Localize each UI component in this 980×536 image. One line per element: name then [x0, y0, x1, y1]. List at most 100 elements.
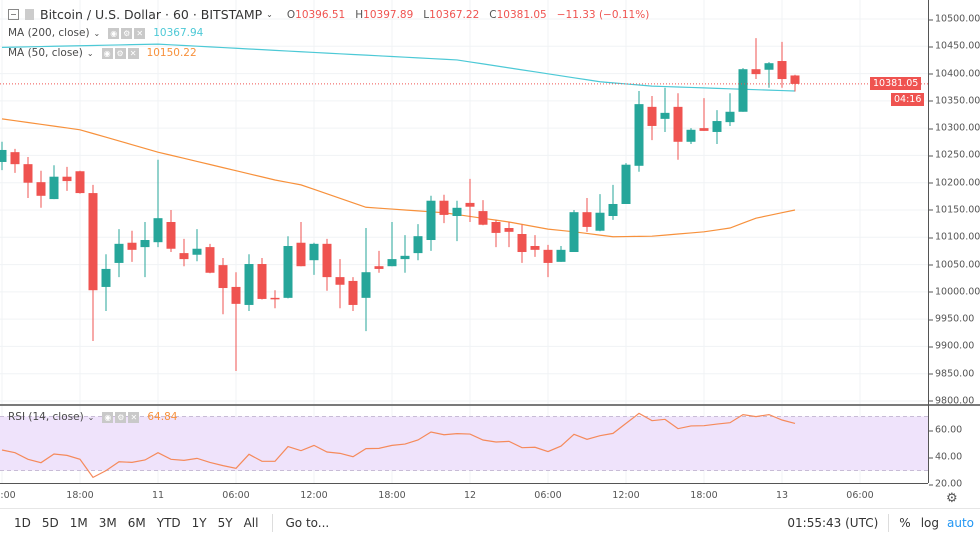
- price-tick-label: 9900.00: [928, 340, 975, 352]
- candle-down: [530, 246, 540, 250]
- range-ytd[interactable]: YTD: [156, 515, 181, 530]
- settings-icon[interactable]: ⚙: [115, 411, 127, 423]
- close-icon[interactable]: ✕: [134, 27, 146, 39]
- ma50-legend[interactable]: MA (50, close) ⌄ ◉ ⚙ ✕ 10150.22: [8, 47, 197, 59]
- time-tick-label: 12: [463, 490, 477, 501]
- ohlc-values: O10396.51 H10397.89 L10367.22 C10381.05 …: [286, 8, 650, 21]
- pane-separator[interactable]: [0, 404, 980, 406]
- candle-down: [36, 182, 46, 196]
- price-tick-label: 10250.00: [928, 149, 980, 161]
- collapse-icon[interactable]: [8, 9, 19, 20]
- auto-toggle[interactable]: auto: [946, 515, 974, 530]
- goto-button[interactable]: Go to...: [285, 515, 330, 530]
- close-icon[interactable]: ✕: [128, 411, 140, 423]
- settings-icon[interactable]: ⚙: [114, 47, 126, 59]
- candle-down: [75, 171, 85, 194]
- candle-down: [582, 212, 592, 227]
- candle-up: [569, 212, 579, 253]
- time-tick-label: 12:00: [300, 490, 328, 501]
- log-toggle[interactable]: log: [920, 515, 939, 530]
- candle-down: [543, 249, 553, 263]
- chevron-down-icon[interactable]: ⌄: [87, 412, 95, 422]
- candle-up: [426, 200, 436, 241]
- price-axis[interactable]: 10500.00 10450.00 10400.00 10350.00 10300.00…: [928, 0, 980, 490]
- candle-up: [413, 236, 423, 254]
- range-5y[interactable]: 5Y: [217, 515, 233, 530]
- percent-toggle[interactable]: %: [899, 515, 911, 530]
- settings-icon[interactable]: ⚙: [121, 27, 133, 39]
- ma200-value: 10367.94: [153, 27, 204, 39]
- candle-up: [387, 259, 397, 267]
- candle-up: [556, 249, 566, 262]
- ma50-value: 10150.22: [146, 47, 197, 59]
- candle-up: [621, 164, 631, 204]
- ma200-legend[interactable]: MA (200, close) ⌄ ◉ ⚙ ✕ 10367.94: [8, 27, 204, 39]
- candle-down: [166, 222, 176, 249]
- candle-down: [88, 193, 98, 291]
- ma50-line: [1, 118, 796, 238]
- price-tick-label: 10500.00: [928, 13, 980, 25]
- time-tick-label: 13: [775, 490, 789, 501]
- candle-up: [738, 69, 748, 112]
- price-tick-label: 9800.00: [928, 395, 975, 407]
- time-tick-label: 18:00: [690, 490, 718, 501]
- rsi-tick-label: 40.00: [928, 451, 963, 463]
- candle-up: [101, 268, 111, 287]
- candle-up: [192, 248, 202, 255]
- candle-down: [465, 202, 475, 207]
- chevron-down-icon[interactable]: ⌄: [93, 28, 101, 38]
- candle-up: [400, 255, 410, 260]
- rsi-line: [1, 412, 796, 479]
- candle-down: [179, 253, 189, 260]
- chevron-down-icon[interactable]: ⌄: [86, 48, 94, 58]
- candle-down: [231, 286, 241, 304]
- candle-up: [725, 111, 735, 123]
- candle-up: [686, 129, 696, 142]
- settings-gear-icon[interactable]: ⚙: [946, 491, 958, 506]
- candle-down: [127, 242, 137, 250]
- candle-down: [751, 69, 761, 75]
- price-tick-label: 10350.00: [928, 95, 980, 107]
- candle-down: [517, 234, 527, 253]
- candle-down: [673, 106, 683, 142]
- candle-up: [0, 149, 7, 162]
- candle-up: [361, 272, 371, 298]
- candle-down: [205, 247, 215, 273]
- price-tick-label: 10200.00: [928, 177, 980, 189]
- candle-up: [114, 243, 124, 263]
- eye-icon[interactable]: ◉: [108, 27, 120, 39]
- close-icon[interactable]: ✕: [127, 47, 139, 59]
- bottom-toolbar: 1D 5D 1M 3M 6M YTD 1Y 5Y All Go to... 01:55:43 (…: [0, 508, 980, 536]
- candle-down: [439, 200, 449, 215]
- symbol-legend: Bitcoin / U.S. Dollar · 60 · BITSTAMP ⌄ …: [8, 7, 649, 22]
- range-1m[interactable]: 1M: [69, 515, 88, 530]
- price-chart[interactable]: [0, 0, 928, 404]
- range-1y[interactable]: 1Y: [191, 515, 207, 530]
- symbol-title[interactable]: Bitcoin / U.S. Dollar · 60 · BITSTAMP: [40, 7, 263, 22]
- candle-down: [23, 164, 33, 183]
- price-tick-label: 10000.00: [928, 286, 980, 298]
- candle-down: [348, 280, 358, 305]
- range-6m[interactable]: 6M: [127, 515, 146, 530]
- price-tick-label: 10100.00: [928, 231, 980, 243]
- rsi-pane[interactable]: [0, 406, 928, 483]
- candle-down: [777, 61, 787, 80]
- candle-down: [62, 176, 72, 182]
- countdown-label: 04:16: [891, 93, 925, 106]
- eye-icon[interactable]: ◉: [101, 47, 113, 59]
- range-all[interactable]: All: [243, 515, 259, 530]
- candle-down: [504, 228, 514, 232]
- candle-up: [244, 264, 254, 305]
- range-1d[interactable]: 1D: [14, 515, 31, 530]
- price-tick-label: 10450.00: [928, 40, 980, 52]
- range-3m[interactable]: 3M: [98, 515, 117, 530]
- time-tick-label: 06:00: [534, 490, 562, 501]
- rsi-legend[interactable]: RSI (14, close) ⌄ ◉ ⚙ ✕ 64.84: [8, 411, 178, 423]
- last-price-label: 10381.05: [870, 77, 922, 90]
- range-5d[interactable]: 5D: [41, 515, 59, 530]
- time-tick-label: 06:00: [846, 490, 874, 501]
- chevron-down-icon[interactable]: ⌄: [266, 10, 273, 19]
- eye-icon[interactable]: ◉: [102, 411, 114, 423]
- time-axis[interactable]: 12:00 18:00 11 06:00 12:00 18:00 12 06:00 12:00 1…: [0, 483, 928, 507]
- clock[interactable]: 01:55:43 (UTC): [787, 515, 879, 530]
